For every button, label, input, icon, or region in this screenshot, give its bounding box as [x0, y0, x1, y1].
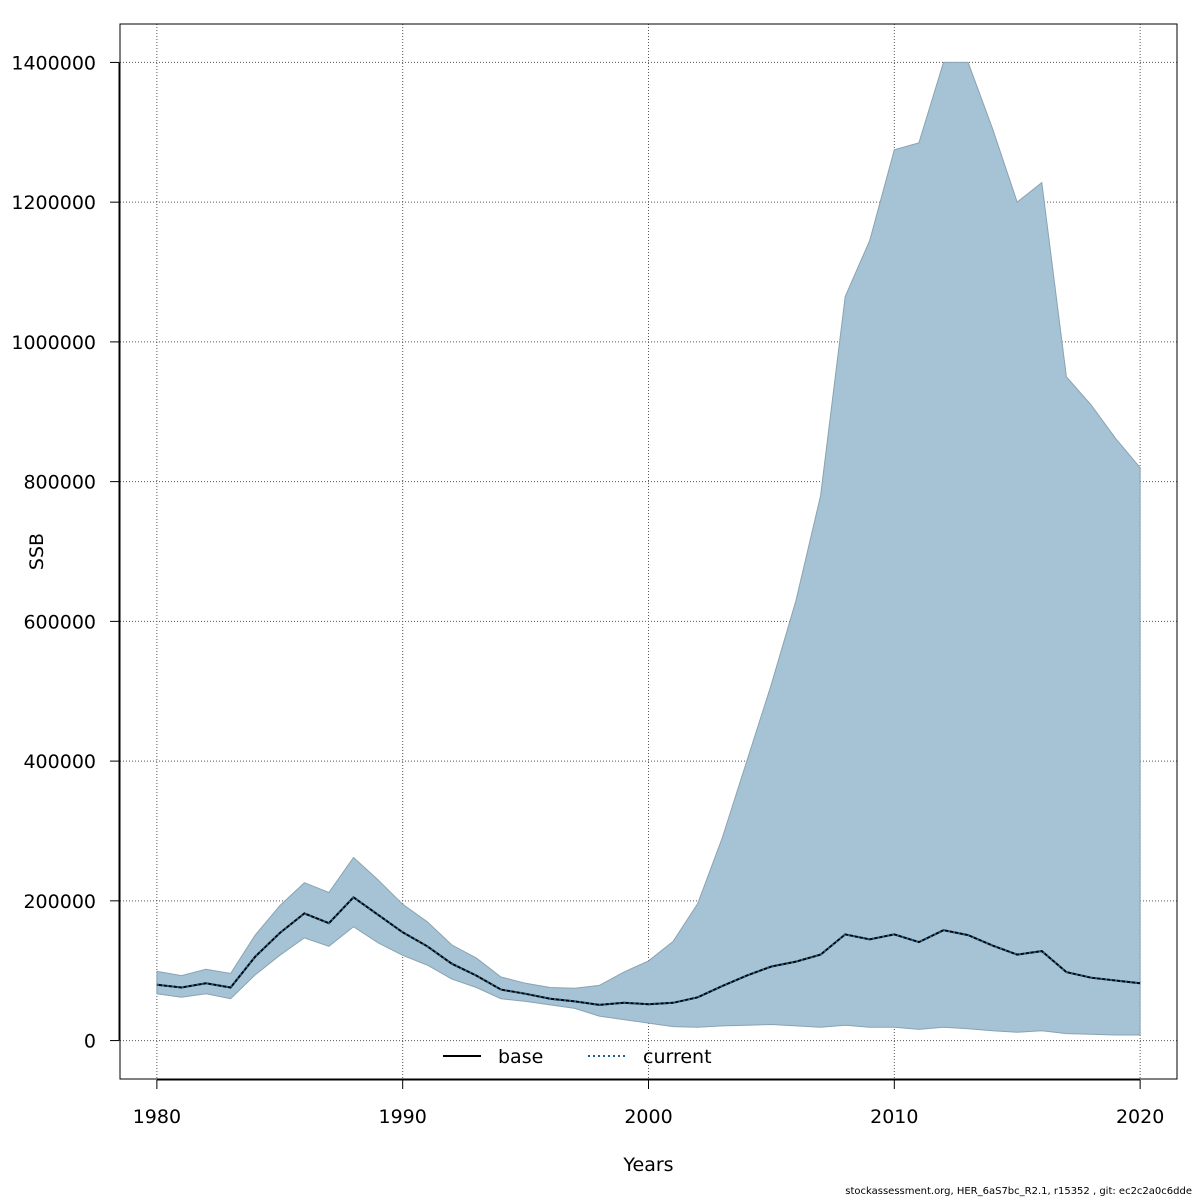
x-tick-label: 2010 [870, 1106, 918, 1128]
legend-label-base: base [498, 1046, 543, 1068]
confidence-band [156, 61, 1141, 1036]
y-tick-label: 1400000 [11, 52, 96, 74]
y-tick-label: 0 [84, 1031, 96, 1053]
y-tick-label: 600000 [23, 611, 96, 633]
x-axis: 1980 1990 2000 2010 2020 [133, 1079, 1164, 1128]
x-tick-label: 2000 [624, 1106, 672, 1128]
y-tick-label: 400000 [23, 751, 96, 773]
legend-label-current: current [643, 1046, 712, 1068]
series-line-base [156, 895, 1141, 1006]
legend: base current [443, 1046, 712, 1068]
y-axis-title: SSB [26, 533, 48, 570]
y-tick-label: 800000 [23, 472, 96, 494]
x-tick-label: 2020 [1116, 1106, 1164, 1128]
y-axis: 0 200000 400000 600000 800000 1000000 1200000 1… [11, 52, 120, 1053]
y-tick-label: 200000 [23, 891, 96, 913]
footer-credit: stockassessment.org, HER_6aS7bc_R2.1, r1… [845, 1186, 1192, 1197]
y-tick-label: 1200000 [11, 192, 96, 214]
x-tick-label: 1990 [379, 1106, 427, 1128]
plot-frame [119, 23, 1178, 1080]
x-axis-title: Years [622, 1154, 673, 1176]
y-tick-label: 1000000 [11, 332, 96, 354]
x-tick-label: 1980 [133, 1106, 181, 1128]
